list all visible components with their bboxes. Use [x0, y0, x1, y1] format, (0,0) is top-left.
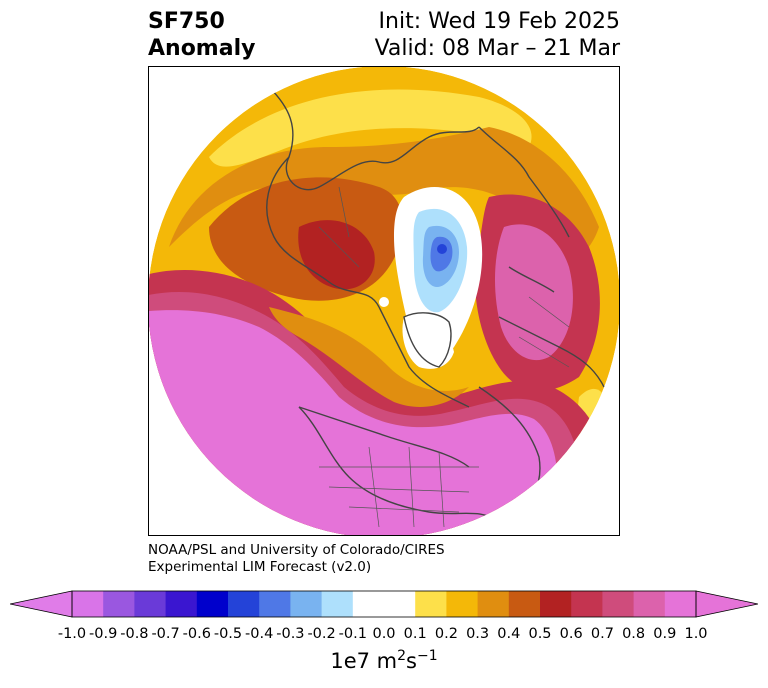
colorbar-cell: [664, 591, 697, 617]
colorbar-cell: [477, 591, 510, 617]
anomaly-yellow-north: [209, 89, 532, 167]
valid-range-label: Valid: 08 Mar – 21 Mar: [374, 36, 620, 61]
borders: [318, 186, 570, 528]
colorbar-cell: [103, 591, 135, 617]
colorbar-tick-label: 0.6: [559, 626, 583, 642]
anomaly-pink-europe: [494, 224, 573, 361]
colorbar-over-arrow: [695, 590, 758, 618]
colorbar-cell: [633, 591, 666, 617]
colorbar-tick-label: 0.1: [403, 626, 427, 642]
colorbar-cell: [165, 591, 198, 617]
anomaly-red-siberia: [298, 220, 375, 290]
colorbar-tick-label: -0.4: [245, 626, 274, 642]
credit-block: NOAA/PSL and University of Colorado/CIRE…: [148, 542, 445, 576]
colorbar-under-arrow: [10, 590, 73, 618]
colorbar-cell: [321, 591, 354, 617]
colorbar-units: 1e7 m2s−1: [0, 648, 768, 673]
colorbar-cell: [72, 591, 104, 617]
colorbar-cell: [384, 591, 416, 617]
colorbar-cell: [508, 591, 541, 617]
colorbar-cell: [196, 591, 229, 617]
colorbar-tick-label: -0.9: [89, 626, 118, 642]
colorbar-tick-label: 0.2: [434, 626, 458, 642]
polar-map-svg: [149, 67, 619, 535]
credit-line-1: NOAA/PSL and University of Colorado/CIRE…: [148, 542, 445, 558]
credit-line-2: Experimental LIM Forecast (v2.0): [148, 559, 372, 575]
units-exp-2: −1: [417, 648, 438, 664]
colorbar-tick-row: -1.0 -0.9 -0.8 -0.7 -0.6 -0.5 -0.4 -0.3 -0.2 -0.1…: [0, 626, 768, 646]
anomaly-neutral-greenland: [402, 316, 454, 369]
map-title-left: SF750 Anomaly: [148, 8, 255, 62]
colorbar-tick-label: 0.8: [622, 626, 646, 642]
colorbar-tick-label: -0.1: [338, 626, 367, 642]
colorbar-cell: [540, 591, 572, 617]
colorbar-cells: [72, 591, 697, 617]
units-base: 1e7 m: [330, 649, 398, 673]
coastlines: [266, 86, 605, 523]
colorbar-cell: [228, 591, 260, 617]
polar-map: [148, 66, 620, 536]
colorbar-tick-label: -0.3: [276, 626, 305, 642]
units-mid: s: [406, 649, 417, 673]
field-label: Anomaly: [148, 36, 256, 61]
colorbar-tick-label: -0.8: [120, 626, 149, 642]
anomaly-pole-dot: [379, 297, 389, 307]
colorbar-tick-label: 0.4: [497, 626, 521, 642]
colorbar-cell: [602, 591, 635, 617]
colorbar-cell: [352, 591, 385, 617]
colorbar-cell: [290, 591, 323, 617]
colorbar-cell: [446, 591, 479, 617]
colorbar-tick-label: -0.7: [151, 626, 180, 642]
colorbar-tick-label: -0.5: [213, 626, 243, 642]
colorbar-cell: [571, 591, 603, 617]
colorbar-outline: [71, 590, 697, 618]
colorbar-tick-label: -1.0: [57, 626, 87, 642]
colorbar-tick-label: 0.9: [653, 626, 677, 642]
colorbar-tick-label: 1.0: [684, 626, 708, 642]
anomaly-yellow-east: [576, 388, 611, 476]
anomaly-core-arctic: [437, 244, 447, 254]
colorbar-tick-label: 0.7: [590, 626, 614, 642]
colorbar-cell: [259, 591, 291, 617]
variable-label: SF750: [148, 9, 225, 34]
colorbar: [10, 590, 758, 618]
anomaly-deepblue-arctic: [430, 236, 453, 272]
map-title-right: Init: Wed 19 Feb 2025 Valid: 08 Mar – 21…: [375, 8, 620, 62]
colorbar-tick-label: -0.6: [182, 626, 211, 642]
anomaly-field: [149, 67, 619, 535]
anomaly-orange-transition: [269, 307, 469, 407]
colorbar-cell: [134, 591, 167, 617]
colorbar-tick-label: 0.3: [466, 626, 490, 642]
colorbar-cell: [415, 591, 447, 617]
units-exp-1: 2: [397, 648, 407, 664]
colorbar-tick-label: 0.5: [528, 626, 552, 642]
colorbar-tick-label: -0.2: [307, 626, 336, 642]
init-date-label: Init: Wed 19 Feb 2025: [378, 9, 620, 34]
colorbar-tick-label: 0.0: [372, 626, 396, 642]
